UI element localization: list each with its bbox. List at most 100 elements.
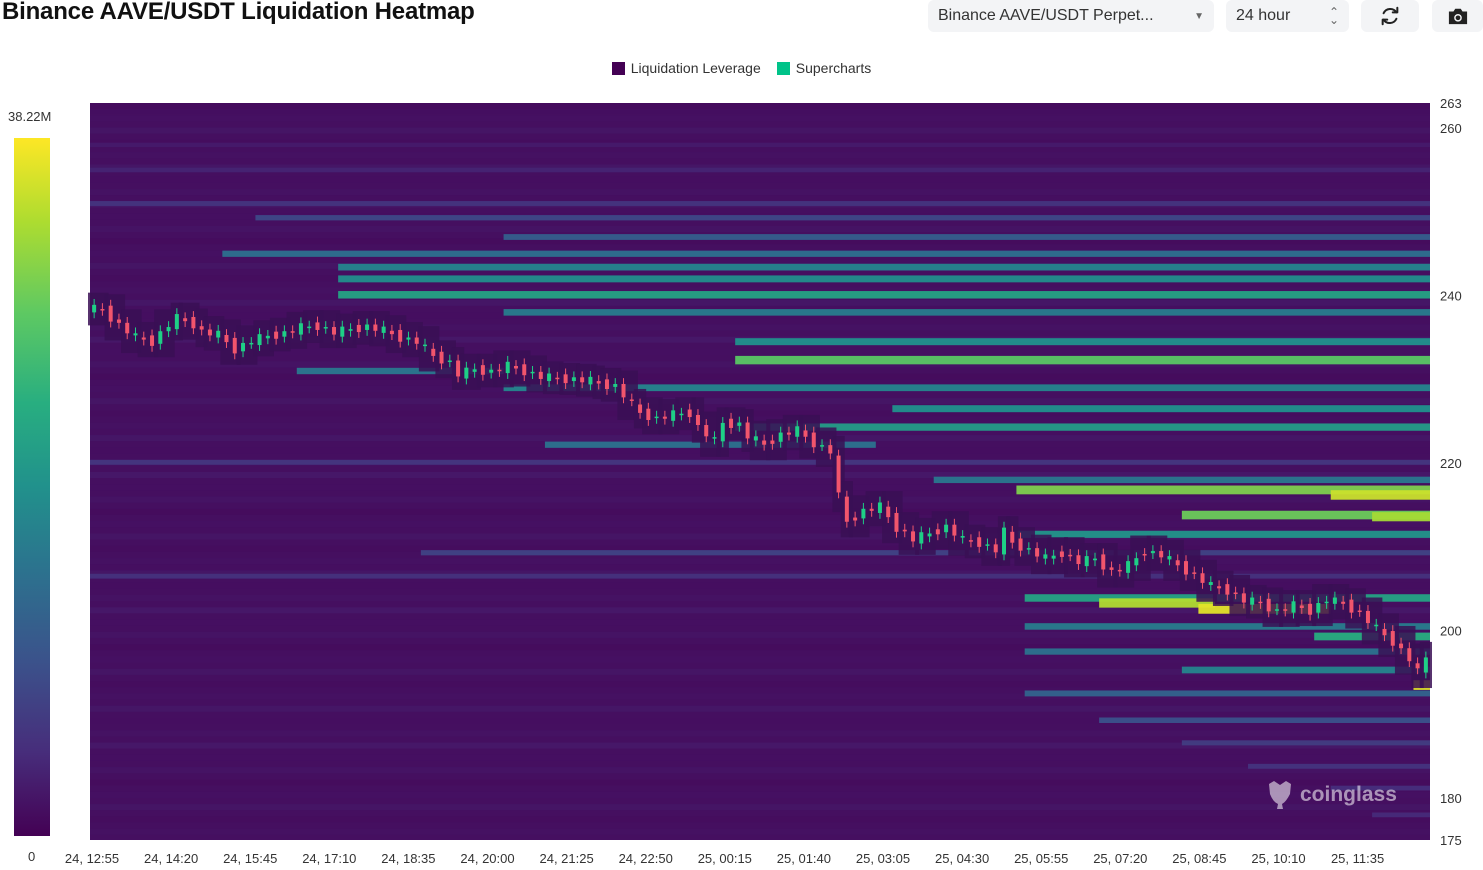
- y-tick-label: 200: [1440, 624, 1462, 639]
- candle: [464, 367, 469, 379]
- price-shadow-segment: [1146, 535, 1168, 571]
- price-shadow-segment: [1113, 549, 1135, 588]
- candle: [613, 383, 618, 387]
- liquidation-band: [503, 234, 1430, 240]
- candle: [1167, 556, 1172, 560]
- candle: [1291, 601, 1296, 613]
- liquidation-band: [1024, 648, 1430, 655]
- candle: [1374, 624, 1379, 627]
- x-tick-label: 25, 11:35: [1331, 851, 1384, 866]
- liquidation-band: [1024, 623, 1430, 630]
- heatmap-texture-row: [90, 299, 1430, 306]
- x-tick-label: 24, 15:45: [223, 851, 277, 866]
- candle: [174, 314, 179, 330]
- x-tick-label: 25, 05:55: [1014, 851, 1068, 866]
- refresh-button[interactable]: [1361, 0, 1419, 32]
- candle: [1324, 601, 1329, 604]
- heatmap-texture-row: [90, 472, 1430, 478]
- heatmap-texture-row: [90, 742, 1430, 749]
- price-shadow-segment: [1064, 537, 1085, 578]
- candle: [257, 334, 262, 346]
- candle: [935, 529, 940, 535]
- price-shadow-segment: [253, 320, 274, 357]
- price-shadow-segment: [319, 310, 341, 349]
- candle: [133, 333, 138, 336]
- price-shadow-segment: [1361, 597, 1383, 645]
- price-shadow-segment: [402, 321, 423, 358]
- colorbar-min-label: 0: [28, 849, 36, 864]
- heatmap-texture-row: [90, 189, 1430, 196]
- price-shadow-segment: [418, 326, 440, 372]
- candle: [1076, 555, 1081, 565]
- liquidation-band: [1330, 785, 1430, 791]
- candle: [588, 376, 593, 385]
- price-shadow-segment: [154, 309, 175, 358]
- candle: [1159, 551, 1164, 558]
- x-tick-label: 25, 01:40: [777, 851, 831, 866]
- candle: [456, 360, 461, 377]
- x-tick-label: 25, 03:05: [856, 851, 910, 866]
- heatmap-texture-row: [90, 496, 1430, 503]
- candle: [447, 360, 452, 363]
- candle: [1002, 527, 1007, 555]
- camera-button[interactable]: [1432, 0, 1483, 32]
- candles: [92, 298, 1428, 679]
- price-shadow-segment: [1378, 613, 1399, 658]
- price-shadow-segment: [435, 340, 456, 379]
- price-shadow-segment: [542, 361, 564, 395]
- candle: [1399, 643, 1404, 649]
- x-tick-label: 24, 17:10: [302, 851, 356, 866]
- candle: [298, 323, 303, 335]
- legend-label: Liquidation Leverage: [630, 60, 761, 76]
- candle: [762, 440, 767, 445]
- candle: [687, 409, 692, 418]
- candle: [596, 381, 601, 384]
- heatmap-base: [90, 103, 1430, 840]
- candle: [671, 410, 676, 421]
- candle: [480, 365, 485, 375]
- candle: [811, 432, 816, 448]
- price-shadow-segment: [1196, 559, 1217, 602]
- candle: [497, 369, 502, 372]
- legend-item-supercharts[interactable]: Supercharts: [776, 60, 871, 76]
- liquidation-band: [1330, 490, 1430, 500]
- candle: [1026, 548, 1031, 550]
- price-shadow-segment: [642, 397, 663, 435]
- time-range-select[interactable]: 24 hour ⌃ ⌄: [1226, 0, 1349, 32]
- candle: [886, 506, 891, 518]
- price-shadow-segment: [1328, 584, 1350, 620]
- liquidation-band: [338, 263, 1430, 271]
- x-tick-label: 25, 07:20: [1093, 851, 1147, 866]
- y-tick-label: 180: [1440, 791, 1462, 806]
- page-title: Binance AAVE/USDT Liquidation Heatmap: [2, 0, 475, 25]
- candle: [1266, 598, 1271, 612]
- candle: [207, 329, 212, 336]
- candle: [1101, 554, 1106, 570]
- heatmap-texture-row: [90, 103, 1430, 109]
- candle: [1349, 599, 1354, 613]
- price-shadow-segment: [1179, 549, 1201, 591]
- liquidation-band: [892, 405, 1430, 413]
- watermark: coinglass: [1266, 780, 1397, 810]
- x-axis: 24, 12:55 24, 14:20 24, 15:45 24, 17:10 24, …: [65, 851, 1384, 866]
- heatmap-texture-row: [90, 582, 1430, 589]
- candle: [348, 329, 353, 331]
- candle: [489, 369, 494, 373]
- heatmap-texture-row: [90, 164, 1430, 171]
- candle: [720, 422, 725, 442]
- colorbar: [14, 138, 50, 836]
- market-select[interactable]: Binance AAVE/USDT Perpet... ▼: [928, 0, 1214, 32]
- candle: [1225, 584, 1230, 595]
- refresh-icon: [1381, 6, 1399, 26]
- candle: [1109, 567, 1114, 570]
- candle: [398, 329, 403, 342]
- legend-item-liquidation-leverage[interactable]: Liquidation Leverage: [611, 60, 761, 76]
- candle: [1175, 560, 1180, 566]
- price-shadow-segment: [1279, 589, 1300, 627]
- liquidation-band: [735, 423, 1430, 431]
- candle: [580, 377, 585, 383]
- candle: [158, 331, 163, 344]
- candle: [944, 524, 949, 533]
- candle: [538, 371, 543, 379]
